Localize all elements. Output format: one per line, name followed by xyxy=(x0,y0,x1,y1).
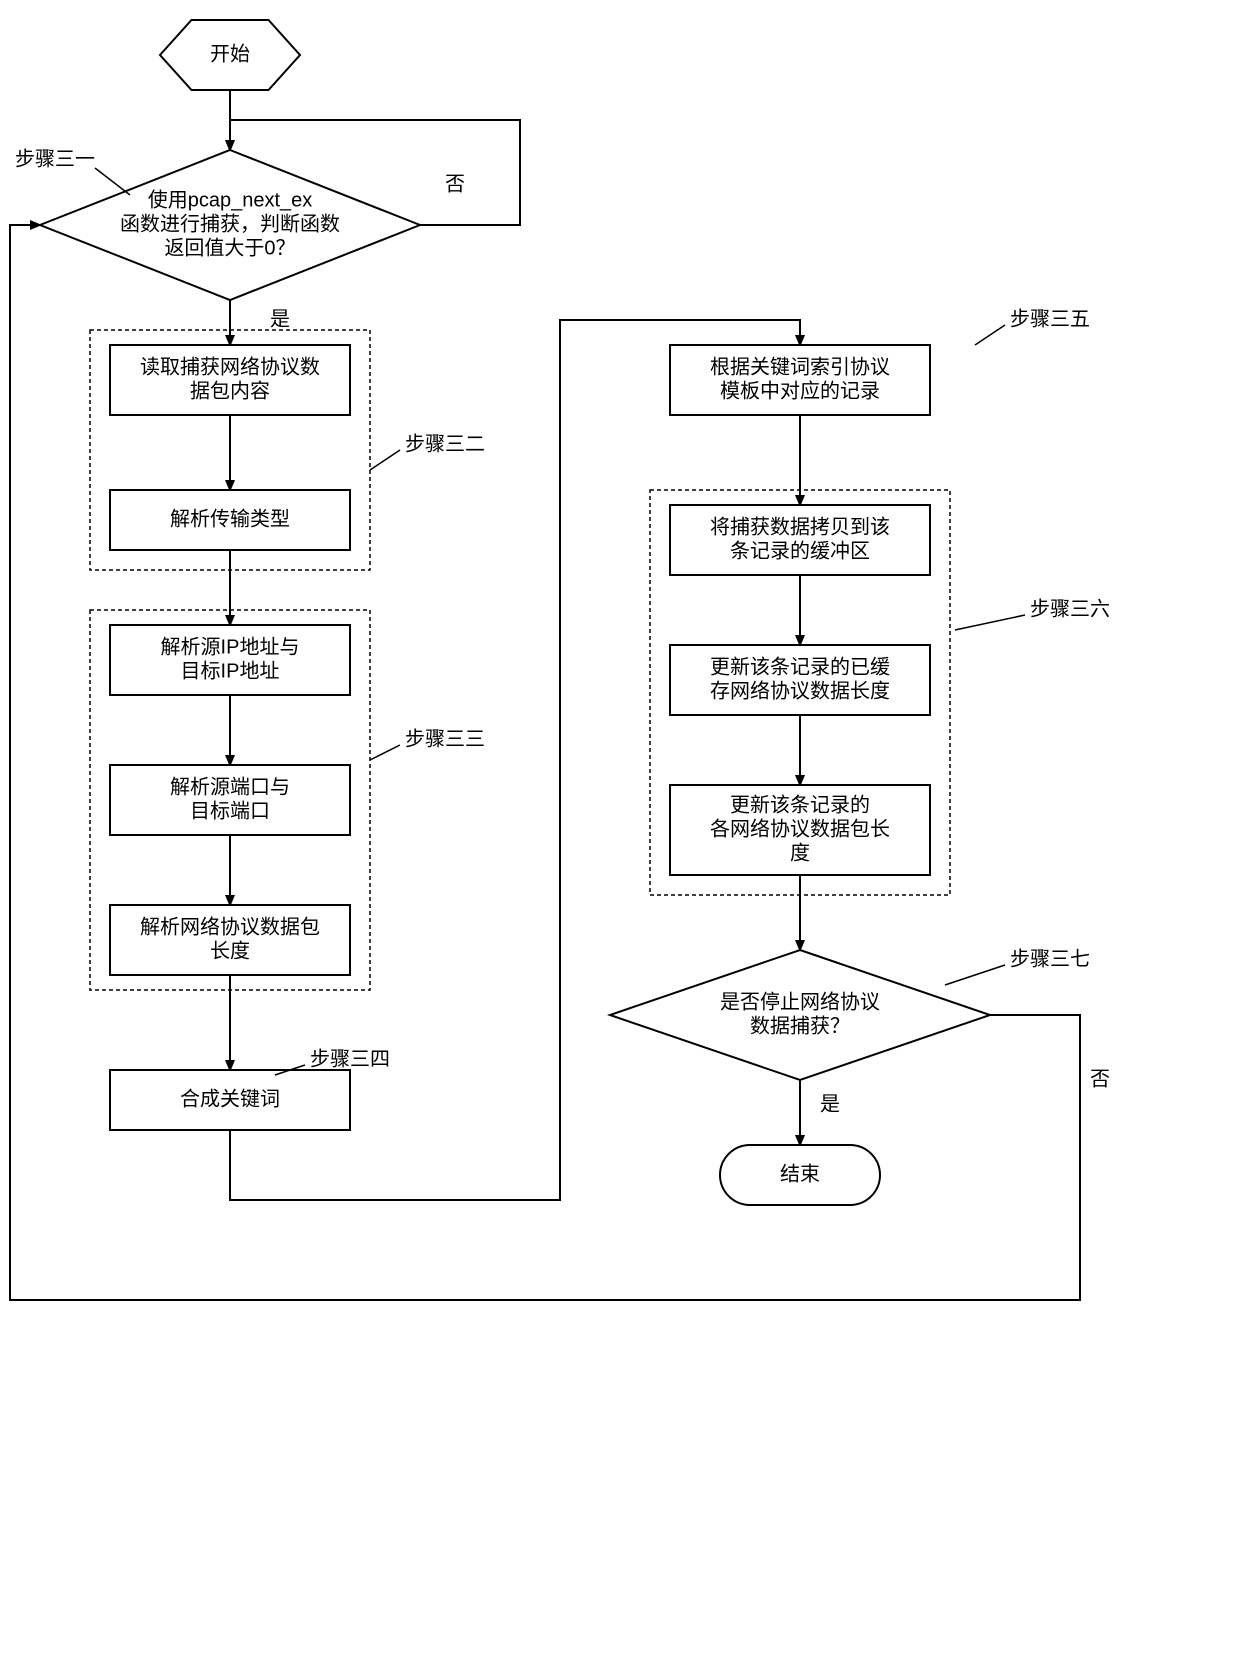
node-box32a-text-line-1: 据包内容 xyxy=(190,379,270,402)
node-box33a-text-line-1: 目标IP地址 xyxy=(181,659,280,682)
node-end-text-line-0: 结束 xyxy=(780,1162,820,1185)
label-step33: 步骤三三 xyxy=(405,727,485,750)
label-no2: 否 xyxy=(1090,1068,1110,1090)
node-box33a: 解析源IP地址与目标IP地址 xyxy=(110,625,350,695)
node-decision2-text-line-0: 是否停止网络协议 xyxy=(720,990,880,1013)
leader-step37 xyxy=(945,965,1005,985)
node-decision1-text-line-0: 使用pcap_next_ex xyxy=(148,188,313,211)
node-box33b: 解析源端口与目标端口 xyxy=(110,765,350,835)
node-box36b-text-line-0: 更新该条记录的已缓 xyxy=(710,655,890,678)
node-box36c-text-line-1: 各网络协议数据包长 xyxy=(710,817,890,840)
node-start: 开始 xyxy=(160,20,300,90)
node-box33b-text-line-1: 目标端口 xyxy=(190,799,270,822)
node-start-text-line-0: 开始 xyxy=(210,42,250,65)
label-step37: 步骤三七 xyxy=(1010,947,1090,970)
node-box36b-text-line-1: 存网络协议数据长度 xyxy=(710,679,890,702)
node-box36b: 更新该条记录的已缓存网络协议数据长度 xyxy=(670,645,930,715)
node-box33c: 解析网络协议数据包长度 xyxy=(110,905,350,975)
node-box36c-text-line-2: 度 xyxy=(790,841,810,864)
leader-step35 xyxy=(975,325,1005,345)
leader-step32 xyxy=(370,450,400,470)
node-box36c: 更新该条记录的各网络协议数据包长度 xyxy=(670,785,930,875)
node-box34-text-line-0: 合成关键词 xyxy=(180,1087,280,1110)
leader-step36 xyxy=(955,615,1025,630)
node-box32b: 解析传输类型 xyxy=(110,490,350,550)
node-box36a: 将捕获数据拷贝到该条记录的缓冲区 xyxy=(670,505,930,575)
node-box36a-text-line-1: 条记录的缓冲区 xyxy=(730,539,870,562)
label-step31: 步骤三一 xyxy=(15,147,95,170)
node-box33b-text-line-0: 解析源端口与 xyxy=(170,775,290,798)
node-box35-text-line-0: 根据关键词索引协议 xyxy=(710,355,890,378)
node-box36a-text-line-0: 将捕获数据拷贝到该 xyxy=(710,515,890,538)
node-decision1-text-line-2: 返回值大于0？ xyxy=(164,236,295,259)
label-yes2: 是 xyxy=(820,1093,840,1115)
node-box32a: 读取捕获网络协议数据包内容 xyxy=(110,345,350,415)
node-decision1-text-line-1: 函数进行捕获，判断函数 xyxy=(120,212,340,235)
node-box36c-text-line-0: 更新该条记录的 xyxy=(730,793,870,816)
node-box33c-text-line-1: 长度 xyxy=(210,939,250,962)
flowchart-canvas: 开始使用pcap_next_ex函数进行捕获，判断函数返回值大于0？ 读取捕获网络… xyxy=(0,0,1240,1660)
node-box35-text-line-1: 模板中对应的记录 xyxy=(720,379,880,402)
node-end: 结束 xyxy=(720,1145,880,1205)
label-step34: 步骤三四 xyxy=(310,1047,390,1070)
node-decision1: 使用pcap_next_ex函数进行捕获，判断函数返回值大于0？ xyxy=(40,150,420,300)
leader-step33 xyxy=(370,745,400,760)
node-box33a-text-line-0: 解析源IP地址与 xyxy=(161,635,300,658)
node-box32b-text-line-0: 解析传输类型 xyxy=(170,507,290,530)
leader-step31 xyxy=(95,168,130,195)
label-yes1: 是 xyxy=(270,308,290,330)
node-decision2: 是否停止网络协议数据捕获？ xyxy=(610,950,990,1080)
label-step32: 步骤三二 xyxy=(405,432,485,455)
node-box33c-text-line-0: 解析网络协议数据包 xyxy=(140,915,320,938)
label-step36: 步骤三六 xyxy=(1030,597,1110,620)
node-box35: 根据关键词索引协议模板中对应的记录 xyxy=(670,345,930,415)
node-box32a-text-line-0: 读取捕获网络协议数 xyxy=(140,355,320,378)
node-box34: 合成关键词 xyxy=(110,1070,350,1130)
node-decision2-text-line-1: 数据捕获？ xyxy=(750,1014,850,1037)
label-step35: 步骤三五 xyxy=(1010,307,1090,330)
label-no1: 否 xyxy=(445,173,465,195)
